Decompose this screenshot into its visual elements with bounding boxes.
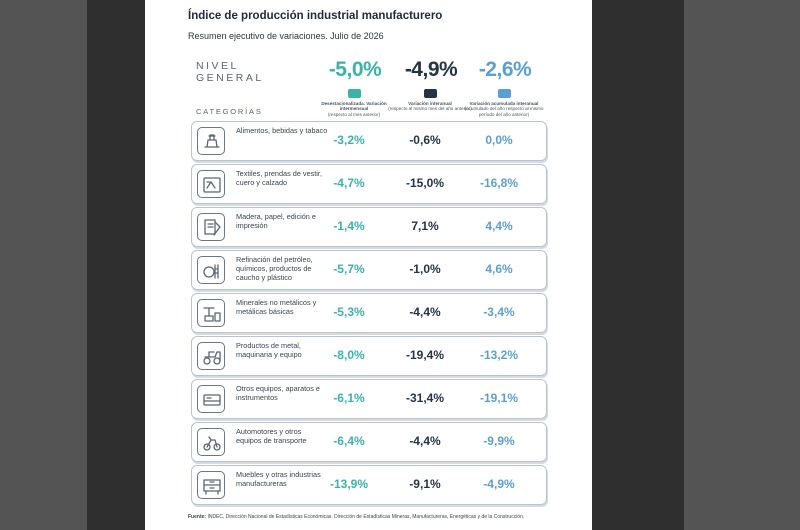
minerals-icon bbox=[197, 299, 225, 327]
desest-value: -8,0% bbox=[333, 348, 365, 362]
refinery-icon bbox=[197, 256, 225, 284]
categorias-header: CATEGORÍAS bbox=[196, 107, 263, 116]
table-row: Textiles, prendas de vestir, cuero y cal… bbox=[191, 164, 547, 204]
interanual-value: 7,1% bbox=[411, 219, 439, 233]
nivel-general-label: NIVEL GENERAL bbox=[196, 60, 264, 84]
total-acumulada-value: -2,6% bbox=[478, 58, 532, 81]
interanual-value: -15,0% bbox=[405, 176, 445, 190]
desest-value: -6,4% bbox=[333, 434, 365, 448]
interanual-value: -19,4% bbox=[405, 348, 445, 362]
table-row: Alimentos, bebidas y tabaco -3,2% -0,6% 0,0… bbox=[191, 121, 547, 161]
category-label: Refinación del petróleo, químicos, produ… bbox=[236, 255, 313, 282]
desest-value: -1,4% bbox=[333, 219, 365, 233]
acumulada-value: -3,4% bbox=[483, 305, 515, 319]
interanual-value: -4,4% bbox=[409, 305, 441, 319]
furniture-icon bbox=[197, 471, 225, 499]
acumulada-value: 4,6% bbox=[485, 262, 513, 276]
acumulada-value: 4,4% bbox=[485, 219, 513, 233]
desest-value: -5,3% bbox=[333, 305, 365, 319]
col-header-interanual: Variación interanual (respecto al mismo … bbox=[388, 101, 472, 112]
interanual-value: -9,1% bbox=[409, 477, 441, 491]
col-header-acumulada: Variación acumulada interanual (acumulad… bbox=[464, 101, 544, 117]
vehicles-icon bbox=[197, 428, 225, 456]
table-row: Minerales no metálicos y metálicas básic… bbox=[191, 293, 547, 333]
instrument-icon bbox=[197, 385, 225, 413]
acumulada-value: -9,9% bbox=[483, 434, 515, 448]
textile-icon bbox=[197, 170, 225, 198]
table-row: Muebles y otras industrias manufacturera… bbox=[191, 465, 547, 505]
tractor-icon bbox=[197, 342, 225, 370]
acumulada-value: 0,0% bbox=[485, 133, 513, 147]
category-label: Textiles, prendas de vestir, cuero y cal… bbox=[236, 169, 322, 187]
viewer-right-margin bbox=[592, 0, 684, 530]
category-label: Madera, papel, edición e impresión bbox=[236, 212, 316, 230]
table-row: Productos de metal, maquinaria y equipo -… bbox=[191, 336, 547, 376]
category-label: Muebles y otras industrias manufacturera… bbox=[236, 470, 321, 488]
viewer-left-margin bbox=[87, 0, 145, 530]
desest-value: -4,7% bbox=[333, 176, 365, 190]
desest-badge bbox=[348, 89, 361, 98]
table-row: Otros equipos, aparatos e instrumentos -6… bbox=[191, 379, 547, 419]
paper-icon bbox=[197, 213, 225, 241]
interanual-value: -4,4% bbox=[409, 434, 441, 448]
col-header-desest: Desestacionalizada. Variación intermensu… bbox=[321, 101, 387, 117]
category-label: Alimentos, bebidas y tabaco bbox=[236, 126, 328, 135]
page-title: Índice de producción industrial manufact… bbox=[188, 10, 443, 22]
acumulada-badge bbox=[498, 89, 511, 98]
category-label: Automotores y otros equipos de transport… bbox=[236, 427, 307, 445]
interanual-value: -31,4% bbox=[405, 391, 445, 405]
category-label: Productos de metal, maquinaria y equipo bbox=[236, 341, 302, 359]
category-label: Otros equipos, aparatos e instrumentos bbox=[236, 384, 320, 402]
category-label: Minerales no metálicos y metálicas básic… bbox=[236, 298, 317, 316]
document-page[interactable]: Índice de producción industrial manufact… bbox=[145, 0, 592, 530]
interanual-badge bbox=[424, 89, 437, 98]
source-footer: Fuente: INDEC, Dirección Nacional de Est… bbox=[188, 514, 525, 520]
page-subtitle: Resumen ejecutivo de variaciones. Julio … bbox=[188, 31, 384, 41]
food-icon bbox=[197, 127, 225, 155]
acumulada-value: -19,1% bbox=[479, 391, 519, 405]
desest-value: -5,7% bbox=[333, 262, 365, 276]
desest-value: -3,2% bbox=[333, 133, 365, 147]
table-row: Automotores y otros equipos de transport… bbox=[191, 422, 547, 462]
desest-value: -6,1% bbox=[333, 391, 365, 405]
table-row: Refinación del petróleo, químicos, produ… bbox=[191, 250, 547, 290]
table-row: Madera, papel, edición e impresión -1,4% 7… bbox=[191, 207, 547, 247]
acumulada-value: -13,2% bbox=[479, 348, 519, 362]
desest-value: -13,9% bbox=[329, 477, 369, 491]
acumulada-value: -4,9% bbox=[483, 477, 515, 491]
total-desest-value: -5,0% bbox=[328, 58, 382, 81]
acumulada-value: -16,8% bbox=[479, 176, 519, 190]
total-interanual-value: -4,9% bbox=[404, 58, 458, 81]
interanual-value: -0,6% bbox=[409, 133, 441, 147]
interanual-value: -1,0% bbox=[409, 262, 441, 276]
